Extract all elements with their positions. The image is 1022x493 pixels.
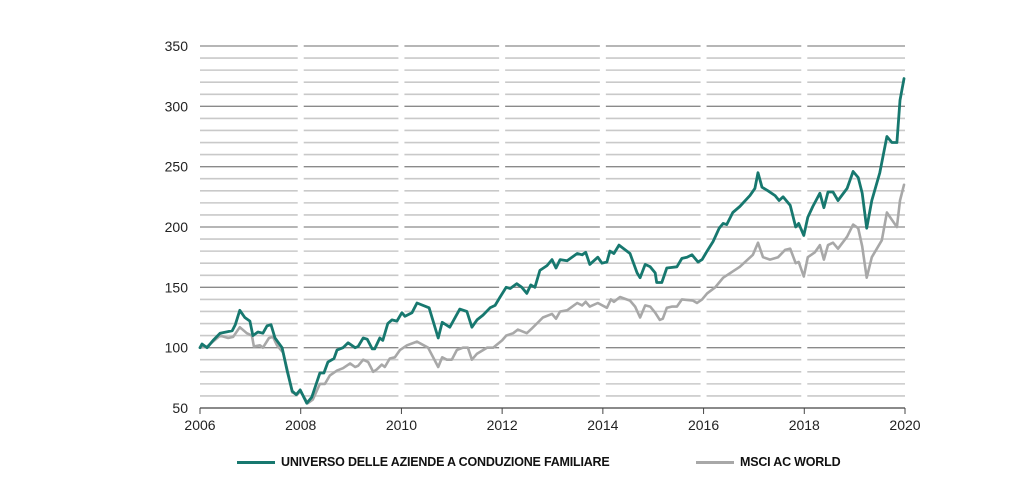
x-tick-label: 2020 xyxy=(889,417,920,433)
x-tick-label: 2016 xyxy=(688,417,719,433)
legend-swatch-msci xyxy=(696,460,734,464)
series-line-msci xyxy=(198,183,906,405)
gridlines xyxy=(200,45,905,397)
series-line-family xyxy=(198,77,906,405)
x-tick-label: 2014 xyxy=(587,417,618,433)
y-tick-label: 250 xyxy=(165,159,189,175)
axes: 2006 2008 2010 2012 2014 2016 2018 2020 50 100 150… xyxy=(165,38,921,433)
x-tick-label: 2006 xyxy=(184,417,215,433)
y-tick-label: 350 xyxy=(165,38,189,54)
y-tick-label: 100 xyxy=(165,340,189,356)
x-tick-label: 2010 xyxy=(386,417,417,433)
x-tick-label: 2008 xyxy=(285,417,316,433)
y-tick-label: 200 xyxy=(165,219,189,235)
y-tick-label: 150 xyxy=(165,279,189,295)
legend-swatch-family xyxy=(237,460,275,464)
y-tick-label: 50 xyxy=(172,400,188,416)
y-tick-label: 300 xyxy=(165,98,189,114)
series-lines xyxy=(198,77,906,405)
x-tick-label: 2012 xyxy=(487,417,518,433)
legend-label-msci: MSCI AC WORLD xyxy=(740,455,841,469)
legend-item-family: UNIVERSO DELLE AZIENDE A CONDUZIONE FAMI… xyxy=(237,455,610,469)
legend-item-msci: MSCI AC WORLD xyxy=(696,455,841,469)
x-tick-label: 2018 xyxy=(789,417,820,433)
legend-label-family: UNIVERSO DELLE AZIENDE A CONDUZIONE FAMI… xyxy=(281,455,610,469)
